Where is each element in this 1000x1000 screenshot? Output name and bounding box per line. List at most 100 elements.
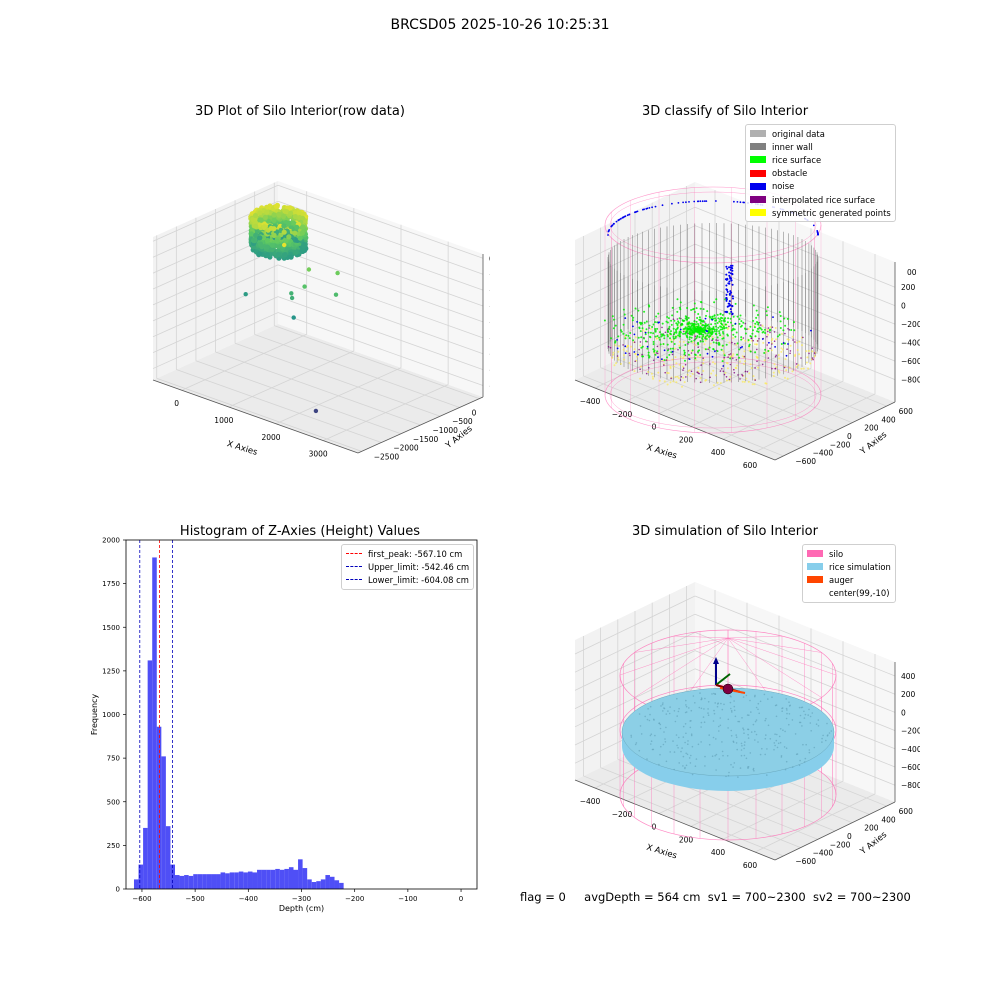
- cls-symmetric-point: [682, 376, 685, 379]
- classify-legend-entry: obstacle: [750, 167, 891, 180]
- sim-rice-point: [785, 698, 787, 700]
- raw-outlier-point: [306, 267, 312, 272]
- raw-point: [264, 209, 270, 215]
- sim-rice-point: [808, 749, 811, 751]
- hist-legend-entry: first_peak: -567.10 cm: [346, 547, 469, 560]
- sim-rice-point: [682, 765, 684, 767]
- cls-interpolated-point: [633, 341, 636, 343]
- sim-rice-point: [662, 743, 665, 746]
- raw-point: [301, 243, 307, 249]
- sim-rice-point: [723, 703, 725, 706]
- cls-interpolated-point: [682, 369, 684, 371]
- sim-rice-point: [780, 755, 783, 757]
- cls-rice-surface-point: [750, 335, 753, 338]
- cls-symmetric-point: [678, 344, 681, 347]
- raw-y-grid: [195, 360, 402, 435]
- simulation-legend: silo rice simulation auger center(99,-10): [802, 544, 896, 603]
- cls-rice-surface-point: [718, 330, 721, 333]
- cls-symmetric-point: [714, 362, 716, 365]
- cls-rice-surface-point: [668, 325, 671, 328]
- cls-symmetric-point: [622, 348, 625, 351]
- cls-interpolated-point: [676, 318, 679, 320]
- cls-noise-point: [774, 346, 776, 348]
- hist-bar: [211, 874, 217, 889]
- cls-symmetric-point: [722, 349, 725, 352]
- cls-interpolated-point: [733, 368, 735, 371]
- hist-y-tick-label: 750: [107, 755, 120, 763]
- sim-z-tick-label: 200: [901, 690, 916, 699]
- classify-legend-swatch: [750, 209, 766, 217]
- cls-noise-point: [648, 207, 651, 209]
- sim-axis-y: [715, 673, 731, 686]
- cls-interpolated-point: [794, 341, 796, 343]
- classify-legend-swatch: [750, 130, 766, 138]
- sim-rice-point: [703, 721, 706, 723]
- histogram-chart: 0 250 500 750 1000 1250 1500 1750 2000 −600 −500 −4…: [90, 537, 478, 913]
- cls-noise-point: [728, 300, 731, 303]
- cls-z-grid: [574, 299, 696, 358]
- cls-rice-surface-point: [623, 313, 626, 316]
- sim-rice-point: [677, 710, 680, 713]
- cls-interpolated-point: [812, 358, 814, 361]
- cls-rice-surface-point: [675, 331, 678, 334]
- sim-rice-point: [749, 752, 752, 754]
- cls-interpolated-point: [731, 341, 733, 344]
- sim-rice-point: [803, 761, 806, 763]
- cls-symmetric-point: [697, 366, 700, 369]
- cls-rice-surface-point: [613, 318, 615, 321]
- cls-rice-surface-point: [625, 334, 628, 337]
- cls-symmetric-point: [712, 361, 714, 364]
- cls-symmetric-point: [807, 367, 810, 370]
- cls-rice-surface-point: [683, 327, 686, 330]
- cls-rice-surface-point: [760, 328, 763, 331]
- cls-interpolated-point: [725, 376, 728, 378]
- sim-rice-point: [682, 725, 685, 728]
- raw-point: [275, 251, 281, 257]
- cls-symmetric-point: [762, 341, 765, 344]
- cls-rice-surface-point: [694, 329, 697, 332]
- cls-symmetric-point: [765, 382, 768, 385]
- sim-rice-point: [717, 703, 719, 705]
- cls-x-tick-label: −400: [580, 397, 601, 406]
- cls-rice-surface-point: [684, 359, 686, 362]
- cls-interpolated-point: [722, 370, 725, 373]
- sim-rice-point: [747, 766, 750, 768]
- cls-symmetric-point: [678, 340, 681, 343]
- cls-rice-surface-point: [696, 317, 699, 319]
- cls-noise-point: [677, 202, 680, 204]
- cls-silo-ring: [609, 191, 817, 259]
- sim-z-grid: [574, 632, 696, 691]
- cls-noise-point: [731, 295, 734, 298]
- cls-rice-surface-point: [721, 331, 724, 333]
- cls-rice-surface-point: [756, 330, 759, 333]
- cls-symmetric-point: [778, 371, 781, 374]
- hist-bar: [279, 869, 285, 889]
- sim-rice-point: [672, 740, 674, 742]
- cls-rice-surface-point: [716, 322, 719, 324]
- raw-point: [256, 251, 263, 257]
- sim-rice-point: [742, 696, 745, 698]
- cls-interpolated-point: [746, 370, 749, 373]
- raw-point: [273, 203, 280, 209]
- sim-rice-point: [713, 712, 716, 715]
- cls-symmetric-point: [704, 339, 707, 342]
- cls-z-grid: [574, 206, 696, 266]
- hist-bar: [288, 867, 294, 889]
- cls-rice-surface-point: [637, 336, 640, 339]
- cls-symmetric-point: [729, 375, 732, 378]
- raw-y-grid: [254, 334, 460, 408]
- hist-bar: [152, 557, 157, 889]
- sim-rice-point: [809, 722, 812, 724]
- hist-bar: [197, 874, 203, 889]
- cls-interpolated-point: [771, 367, 773, 370]
- cls-rice-surface-point: [712, 326, 715, 328]
- hist-bar: [206, 874, 212, 889]
- cls-rice-surface-point: [658, 336, 661, 339]
- cls-symmetric-point: [747, 380, 750, 383]
- sim-rice-point: [754, 695, 756, 698]
- cls-symmetric-point: [666, 383, 669, 386]
- cls-rice-surface-point: [751, 332, 754, 335]
- cls-rice-surface-point: [698, 316, 701, 319]
- sim-rice-point: [729, 695, 732, 697]
- sim-y-tick-label: 600: [899, 807, 914, 816]
